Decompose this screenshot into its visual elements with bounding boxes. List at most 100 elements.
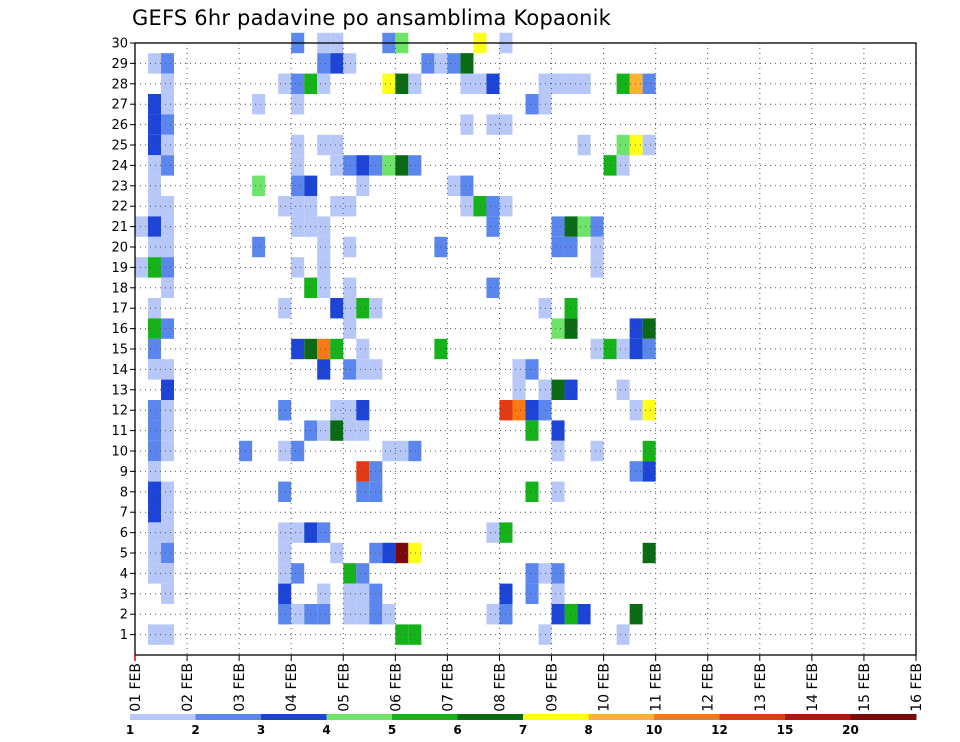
- colorbar-label: 4: [322, 723, 330, 737]
- heatmap-cell: [317, 134, 331, 156]
- heatmap-cell: [161, 379, 175, 400]
- heatmap-cell: [291, 604, 305, 625]
- heatmap-cell: [317, 583, 331, 604]
- x-tick-label: 03 FEB: [232, 663, 248, 712]
- heatmap-cell: [148, 420, 162, 441]
- heatmap-cell: [291, 134, 305, 156]
- heatmap-cell: [317, 216, 331, 237]
- x-tick-label: 10 FEB: [597, 663, 613, 712]
- colorbar-swatch: [654, 714, 720, 720]
- heatmap-cell: [161, 522, 175, 543]
- heatmap-cell: [343, 196, 357, 217]
- heatmap-cell: [577, 73, 591, 94]
- heatmap-cell: [642, 461, 656, 482]
- y-tick-label: 26: [111, 118, 128, 133]
- heatmap-cell: [343, 298, 357, 319]
- colorbar-label: 12: [711, 723, 728, 737]
- heatmap-cell: [408, 73, 422, 94]
- heatmap-cell: [551, 563, 565, 584]
- heatmap-cell: [642, 542, 656, 564]
- heatmap-cell: [629, 134, 643, 156]
- heatmap-cell: [629, 461, 643, 482]
- heatmap-cell: [473, 196, 487, 217]
- heatmap-cell: [356, 298, 370, 319]
- heatmap-cell: [408, 542, 422, 564]
- heatmap-cell: [148, 461, 162, 482]
- heatmap-cell: [161, 196, 175, 217]
- heatmap-cell: [330, 338, 344, 360]
- heatmap-cell: [616, 73, 630, 94]
- heatmap-cell: [616, 134, 630, 156]
- heatmap-cell: [317, 604, 331, 625]
- heatmap-cell: [343, 359, 357, 380]
- heatmap-cell: [382, 155, 396, 176]
- x-tick-labels: 01 FEB 02 FEB 03 FEB 04 FEB 05 FEB 06 FEB 07 F…: [128, 663, 925, 712]
- colorbar-label: 3: [257, 723, 265, 737]
- heatmap-cell: [278, 73, 292, 94]
- y-tick-label: 10: [111, 445, 128, 460]
- heatmap-cell: [525, 400, 539, 421]
- heatmap-cell: [343, 236, 357, 258]
- heatmap-cell: [161, 257, 175, 278]
- colorbar-label: 10: [646, 723, 663, 737]
- colorbar-label: 6: [453, 723, 461, 737]
- heatmap-cell: [278, 542, 292, 564]
- heatmap-cell: [291, 73, 305, 94]
- heatmap-cell: [382, 542, 396, 564]
- heatmap-cell: [317, 73, 331, 94]
- heatmap-cell: [317, 236, 331, 258]
- x-tick-label: 12 FEB: [701, 663, 717, 712]
- x-tick-label: 06 FEB: [388, 663, 404, 712]
- heatmap-cell: [161, 481, 175, 502]
- heatmap-cell: [551, 583, 565, 604]
- colorbar-swatch: [130, 714, 196, 720]
- heatmap-cell: [486, 196, 500, 217]
- colorbar-swatch: [195, 714, 262, 720]
- heatmap-cell: [486, 216, 500, 237]
- heatmap-cell: [408, 624, 422, 645]
- heatmap-cell: [460, 73, 474, 94]
- heatmap-cell: [629, 318, 643, 339]
- heatmap-cell: [356, 563, 370, 584]
- heatmap-cell: [564, 379, 578, 400]
- x-tick-label: 15 FEB: [857, 663, 873, 712]
- heatmap-cell: [356, 338, 370, 360]
- heatmap-cell: [278, 481, 292, 502]
- heatmap-cell: [317, 277, 331, 298]
- heatmap-cell: [356, 359, 370, 380]
- heatmap-cell: [460, 175, 474, 196]
- heatmap-cell: [590, 338, 604, 360]
- heatmap-cell: [343, 583, 357, 604]
- heatmap-cell: [525, 583, 539, 604]
- heatmap-cell: [148, 114, 162, 135]
- x-tick-label: 05 FEB: [336, 663, 352, 712]
- heatmap-cell: [512, 379, 526, 400]
- heatmap-cell: [161, 155, 175, 176]
- heatmap-cell: [356, 400, 370, 421]
- heatmap-cell: [525, 359, 539, 380]
- x-tick-label: 16 FEB: [909, 663, 925, 712]
- heatmap-cell: [148, 542, 162, 564]
- heatmap-cell: [642, 338, 656, 360]
- heatmap-cell: [278, 400, 292, 421]
- heatmap-cell: [317, 257, 331, 278]
- heatmap-cell: [330, 155, 344, 176]
- heatmap-cell: [616, 155, 630, 176]
- heatmap-cell: [161, 563, 175, 584]
- heatmap-cell: [551, 318, 565, 339]
- heatmap-cell: [551, 73, 565, 94]
- heatmap-cell: [278, 298, 292, 319]
- heatmap-cell: [148, 338, 162, 360]
- x-tick-label: 13 FEB: [753, 663, 769, 712]
- colorbar-swatch: [261, 714, 327, 720]
- colorbar-label: 5: [388, 723, 396, 737]
- colorbar: 1 2 3 4 5 6 7 8 10 12 15 20: [126, 714, 917, 737]
- heatmap-cell: [551, 481, 565, 502]
- heatmap-cell: [525, 563, 539, 584]
- heatmap-cell: [291, 338, 305, 360]
- heatmap-cell: [161, 359, 175, 380]
- heatmap-cell: [317, 420, 331, 441]
- heatmap-cell: [343, 277, 357, 298]
- heatmap-cell: [525, 481, 539, 502]
